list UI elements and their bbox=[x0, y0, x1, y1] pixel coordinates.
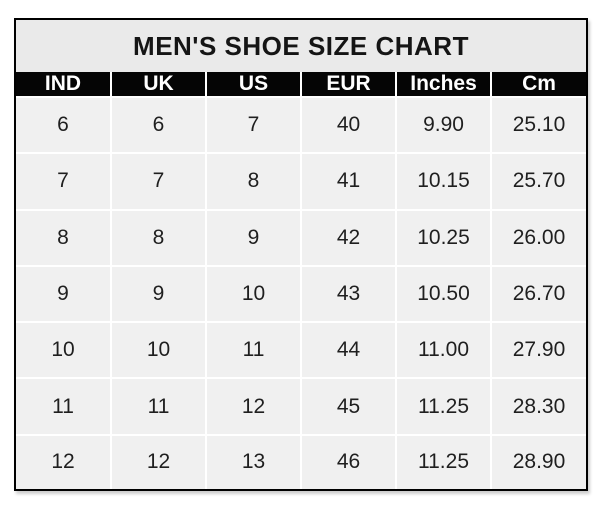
column-header: EUR bbox=[300, 72, 397, 98]
cell: 11.25 bbox=[395, 433, 492, 489]
cell: 10 bbox=[16, 321, 112, 380]
cell: 9.90 bbox=[395, 95, 492, 155]
cell: 40 bbox=[300, 95, 397, 155]
cell: 28.30 bbox=[490, 377, 586, 436]
cell: 6 bbox=[16, 95, 112, 155]
cell: 25.70 bbox=[490, 152, 586, 211]
cell: 42 bbox=[300, 208, 397, 267]
cell: 11 bbox=[16, 377, 112, 436]
table-head: IND UK US EUR Inches Cm bbox=[16, 72, 586, 98]
cell: 11.00 bbox=[395, 321, 492, 380]
cell: 44 bbox=[300, 321, 397, 380]
cell: 9 bbox=[16, 264, 112, 324]
cell: 46 bbox=[300, 433, 397, 489]
cell: 10 bbox=[110, 321, 207, 380]
column-header: UK bbox=[110, 72, 207, 98]
cell: 6 bbox=[110, 95, 207, 155]
column-header: Cm bbox=[490, 72, 586, 98]
cell: 26.70 bbox=[490, 264, 586, 324]
cell: 13 bbox=[205, 433, 302, 489]
size-table: IND UK US EUR Inches Cm 6 6 7 40 9.90 25.10 7 7 8 41 10… bbox=[16, 72, 586, 489]
table-row: 8 8 9 42 10.25 26.00 bbox=[16, 208, 586, 267]
column-header: IND bbox=[16, 72, 112, 98]
table-body: 6 6 7 40 9.90 25.10 7 7 8 41 10.15 25.70 8 8 9 42 10.25 2… bbox=[16, 95, 586, 489]
cell: 8 bbox=[110, 208, 207, 267]
table-row: 12 12 13 46 11.25 28.90 bbox=[16, 433, 586, 489]
cell: 9 bbox=[205, 208, 302, 267]
cell: 10 bbox=[205, 264, 302, 324]
cell: 41 bbox=[300, 152, 397, 211]
cell: 7 bbox=[16, 152, 112, 211]
table-row: 9 9 10 43 10.50 26.70 bbox=[16, 264, 586, 324]
shoe-size-chart: MEN'S SHOE SIZE CHART IND UK US EUR Inches Cm… bbox=[14, 18, 588, 491]
cell: 8 bbox=[205, 152, 302, 211]
column-header: US bbox=[205, 72, 302, 98]
cell: 12 bbox=[205, 377, 302, 436]
cell: 10.50 bbox=[395, 264, 492, 324]
cell: 11 bbox=[110, 377, 207, 436]
cell: 11 bbox=[205, 321, 302, 380]
cell: 8 bbox=[16, 208, 112, 267]
cell: 10.25 bbox=[395, 208, 492, 267]
cell: 11.25 bbox=[395, 377, 492, 436]
cell: 7 bbox=[205, 95, 302, 155]
table-row: 6 6 7 40 9.90 25.10 bbox=[16, 95, 586, 155]
cell: 9 bbox=[110, 264, 207, 324]
table-row: 7 7 8 41 10.15 25.70 bbox=[16, 152, 586, 211]
column-header: Inches bbox=[395, 72, 492, 98]
table-row: 10 10 11 44 11.00 27.90 bbox=[16, 321, 586, 380]
cell: 43 bbox=[300, 264, 397, 324]
cell: 25.10 bbox=[490, 95, 586, 155]
chart-title: MEN'S SHOE SIZE CHART bbox=[16, 20, 586, 72]
cell: 26.00 bbox=[490, 208, 586, 267]
cell: 45 bbox=[300, 377, 397, 436]
cell: 10.15 bbox=[395, 152, 492, 211]
cell: 12 bbox=[110, 433, 207, 489]
cell: 27.90 bbox=[490, 321, 586, 380]
cell: 7 bbox=[110, 152, 207, 211]
cell: 12 bbox=[16, 433, 112, 489]
cell: 28.90 bbox=[490, 433, 586, 489]
table-row: 11 11 12 45 11.25 28.30 bbox=[16, 377, 586, 436]
header-row: IND UK US EUR Inches Cm bbox=[16, 72, 586, 98]
